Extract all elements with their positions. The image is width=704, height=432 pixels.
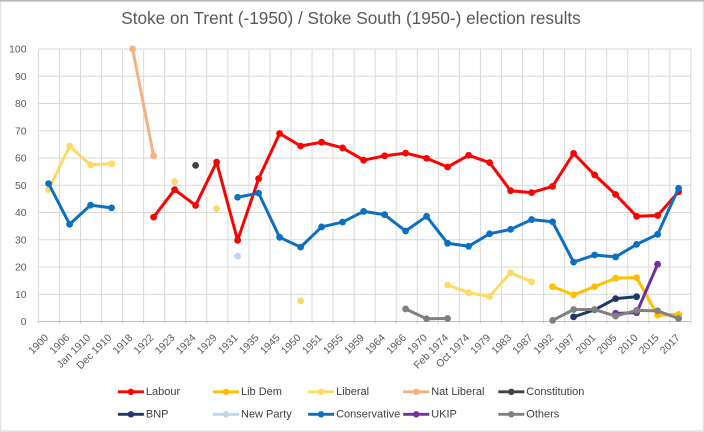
svg-text:100: 100: [9, 45, 27, 56]
svg-text:30: 30: [15, 235, 27, 246]
svg-text:Stoke on Trent (-1950) / Stoke: Stoke on Trent (-1950) / Stoke South (19…: [121, 8, 581, 28]
svg-text:50: 50: [15, 181, 27, 192]
svg-text:Conservative: Conservative: [336, 408, 400, 420]
svg-text:70: 70: [15, 126, 27, 137]
svg-text:UKIP: UKIP: [431, 408, 457, 420]
svg-text:10: 10: [15, 290, 27, 301]
svg-text:90: 90: [15, 72, 27, 83]
svg-text:Nat Liberal: Nat Liberal: [431, 386, 484, 398]
svg-text:40: 40: [15, 208, 27, 219]
svg-text:20: 20: [15, 263, 27, 274]
svg-text:New Party: New Party: [241, 408, 292, 420]
svg-text:80: 80: [15, 99, 27, 110]
svg-text:0: 0: [21, 317, 27, 328]
svg-text:Labour: Labour: [146, 386, 181, 398]
svg-text:Liberal: Liberal: [336, 386, 369, 398]
svg-text:BNP: BNP: [146, 408, 169, 420]
svg-text:60: 60: [15, 154, 27, 165]
svg-text:Constitution: Constitution: [526, 386, 584, 398]
svg-text:Lib Dem: Lib Dem: [241, 386, 282, 398]
svg-text:Others: Others: [526, 408, 560, 420]
